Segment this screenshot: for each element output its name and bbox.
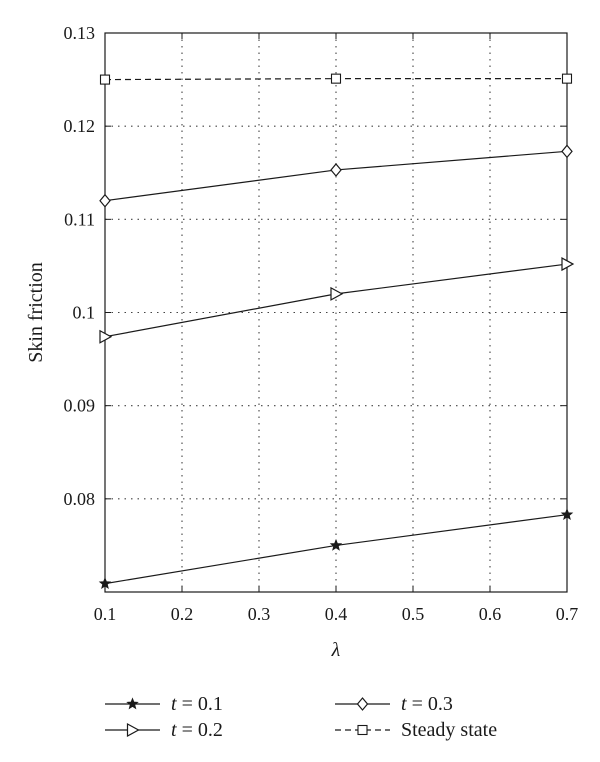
- x-axis-title: λ: [331, 639, 341, 661]
- legend-entry: Steady state: [335, 719, 497, 741]
- marker-square: [357, 724, 368, 736]
- marker-diamond: [356, 697, 369, 711]
- legend-variable: t: [171, 719, 177, 741]
- marker-star: [126, 697, 139, 710]
- legend-label: t = 0.3: [401, 693, 453, 715]
- marker-triangle-right: [561, 257, 575, 272]
- x-tick-label: 0.5: [402, 604, 425, 624]
- x-tick-label: 0.4: [325, 604, 348, 624]
- legend-entry: t = 0.3: [335, 693, 453, 715]
- marker-star: [560, 508, 574, 520]
- marker-diamond: [561, 144, 573, 159]
- x-tick-label: 0.3: [248, 604, 271, 624]
- y-tick-label: 0.13: [64, 23, 96, 43]
- legend-label: Steady state: [401, 719, 497, 741]
- y-tick-label: 0.08: [64, 489, 96, 509]
- y-tick-label: 0.11: [64, 209, 95, 229]
- legend-label: t = 0.2: [171, 719, 223, 741]
- series-star: [98, 508, 574, 589]
- y-tick-label: 0.09: [64, 396, 96, 416]
- marker-square: [561, 73, 573, 84]
- marker-star: [329, 538, 343, 551]
- marker-square: [99, 74, 111, 85]
- legend-value: = 0.3: [407, 693, 453, 715]
- series-triangle-right: [99, 257, 575, 344]
- marker-square: [330, 73, 342, 84]
- legend-value: = 0.2: [177, 719, 223, 741]
- legend-variable: t: [171, 693, 177, 715]
- y-tick-label: 0.1: [73, 303, 96, 323]
- legend-value: = 0.1: [177, 693, 223, 715]
- y-tick-label: 0.12: [64, 116, 96, 136]
- legend: t = 0.1 t = 0.3t = 0.2 Steady state: [105, 693, 497, 741]
- ticks: 0.1 0.2 0.3 0.4 0.5 0.6 0.7 0.08 0.09 0.1 0.11 0.12…: [64, 23, 579, 624]
- marker-triangle-right: [99, 329, 113, 344]
- x-tick-label: 0.6: [479, 604, 502, 624]
- x-tick-label: 0.1: [94, 604, 117, 624]
- marker-star: [98, 577, 112, 589]
- x-tick-label: 0.7: [556, 604, 579, 624]
- y-axis-title: Skin friction: [25, 262, 47, 363]
- series: [98, 73, 575, 589]
- grid: [105, 33, 567, 592]
- x-tick-label: 0.2: [171, 604, 194, 624]
- legend-entry: t = 0.2: [105, 719, 223, 741]
- marker-diamond: [330, 163, 342, 177]
- legend-entry: t = 0.1: [105, 693, 223, 715]
- marker-diamond: [99, 193, 111, 208]
- legend-label: t = 0.1: [171, 693, 223, 715]
- marker-triangle-right: [330, 286, 344, 301]
- series-square: [99, 73, 573, 85]
- legend-variable: t: [401, 693, 407, 715]
- marker-triangle-right: [126, 722, 140, 738]
- series-diamond: [99, 144, 573, 208]
